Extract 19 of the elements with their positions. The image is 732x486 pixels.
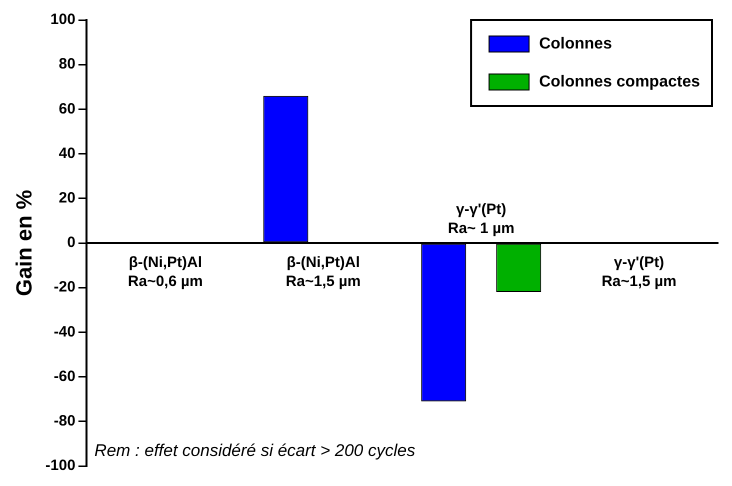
annotation: Rem : effet considéré si écart > 200 cycles [94,441,416,460]
y-tick-label: 60 [58,100,76,118]
y-tick-label: 40 [58,144,76,162]
x-tick-label: β-(Ni,Pt)Al Ra~0,6 µm [128,254,203,290]
y-tick-label: 20 [58,190,76,207]
x-tick-label: γ-γ'(Pt) Ra~1,5 µm [602,254,677,290]
y-tick-label: -40 [54,323,76,340]
legend-label: Colonnes [539,35,612,52]
legend-label: Colonnes compactes [539,73,700,90]
y-tick-label: -20 [54,278,76,296]
y-tick-label: -100 [45,457,76,474]
y-tick-label: 100 [50,11,76,28]
x-tick-label: β-(Ni,Pt)Al Ra~1,5 µm [286,254,361,290]
y-tick-label: 0 [67,234,76,252]
y-tick-label: -80 [54,412,76,430]
x-tick-label: γ-γ'(Pt) Ra~ 1 µm [448,201,514,237]
y-tick-label: 80 [58,56,76,73]
y-tick-label: -60 [54,368,76,385]
y-axis-title: Gain en % [11,190,36,296]
